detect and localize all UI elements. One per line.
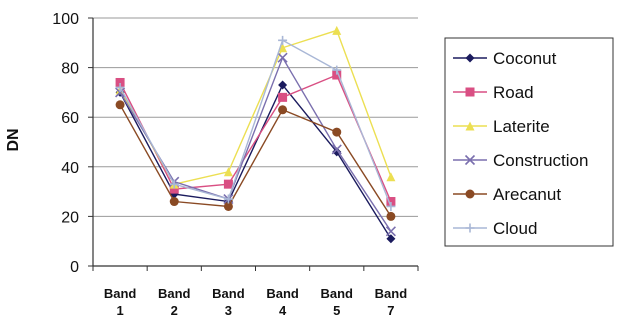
legend-label: Road — [493, 83, 534, 102]
data-point-coconut — [278, 80, 288, 90]
data-point-cloud — [278, 35, 288, 45]
y-tick-label: 20 — [61, 209, 79, 226]
data-point-laterite — [223, 167, 233, 177]
data-point-arecanut — [386, 211, 396, 221]
data-point-arecanut — [115, 100, 125, 110]
x-tick-label: Band 1 — [104, 286, 137, 318]
x-tick-label: Band 5 — [321, 286, 354, 318]
series-line-coconut — [119, 83, 392, 240]
data-point-road — [115, 77, 125, 87]
legend-marker — [465, 53, 475, 63]
data-point-construction — [385, 226, 396, 237]
series-line-cloud — [119, 39, 392, 207]
y-tick-label: 80 — [61, 61, 79, 78]
legend-label: Coconut — [493, 49, 557, 68]
data-point-cloud — [386, 201, 396, 211]
y-tick-label: 60 — [61, 110, 79, 127]
plot-area: 0 20 40 60 80 100 Band 1 Band 2 Band 3 Band 4 Band 5 Ban… — [52, 11, 419, 318]
x-tick-label: Band 2 — [158, 286, 191, 318]
data-point-arecanut — [169, 197, 179, 207]
series-line-arecanut — [119, 104, 392, 217]
data-point-laterite — [278, 43, 288, 53]
legend-box — [444, 37, 614, 247]
x-tick-label: Band 4 — [266, 286, 299, 318]
data-point-cloud — [223, 194, 233, 204]
y-axis-label: DN — [5, 128, 22, 151]
data-point-arecanut — [278, 105, 288, 115]
data-point-arecanut — [223, 201, 233, 211]
legend-marker — [465, 121, 475, 131]
y-tick-label: 0 — [70, 259, 79, 276]
data-point-construction — [115, 87, 126, 98]
legend: Coconut Road Laterite Construction Arecanut C… — [444, 37, 614, 247]
data-point-coconut — [386, 234, 396, 244]
data-point-laterite — [386, 172, 396, 182]
series-line-road — [119, 74, 392, 202]
legend-label: Laterite — [493, 117, 550, 136]
data-point-cloud — [169, 179, 179, 189]
data-point-road — [169, 184, 179, 194]
x-tick-label: Band 3 — [212, 286, 245, 318]
data-point-cloud — [115, 82, 125, 92]
data-point-laterite — [332, 25, 342, 35]
data-point-construction — [277, 52, 288, 63]
data-point-arecanut — [332, 127, 342, 137]
legend-marker — [465, 189, 475, 199]
legend-label: Arecanut — [493, 185, 561, 204]
data-point-cloud — [332, 65, 342, 75]
data-point-construction — [331, 144, 342, 155]
y-tick-label: 100 — [52, 11, 79, 28]
legend-label: Cloud — [493, 219, 537, 238]
legend-label: Construction — [493, 151, 588, 170]
legend-marker — [465, 87, 475, 97]
data-point-coconut — [332, 147, 342, 157]
x-tick-label: Band 7 — [375, 286, 408, 318]
legend-marker — [465, 223, 475, 233]
data-point-road — [332, 70, 342, 80]
data-point-road — [223, 179, 233, 189]
data-point-road — [386, 197, 396, 207]
y-tick-label: 40 — [61, 160, 79, 177]
data-point-road — [278, 92, 288, 102]
legend-marker — [464, 154, 476, 166]
